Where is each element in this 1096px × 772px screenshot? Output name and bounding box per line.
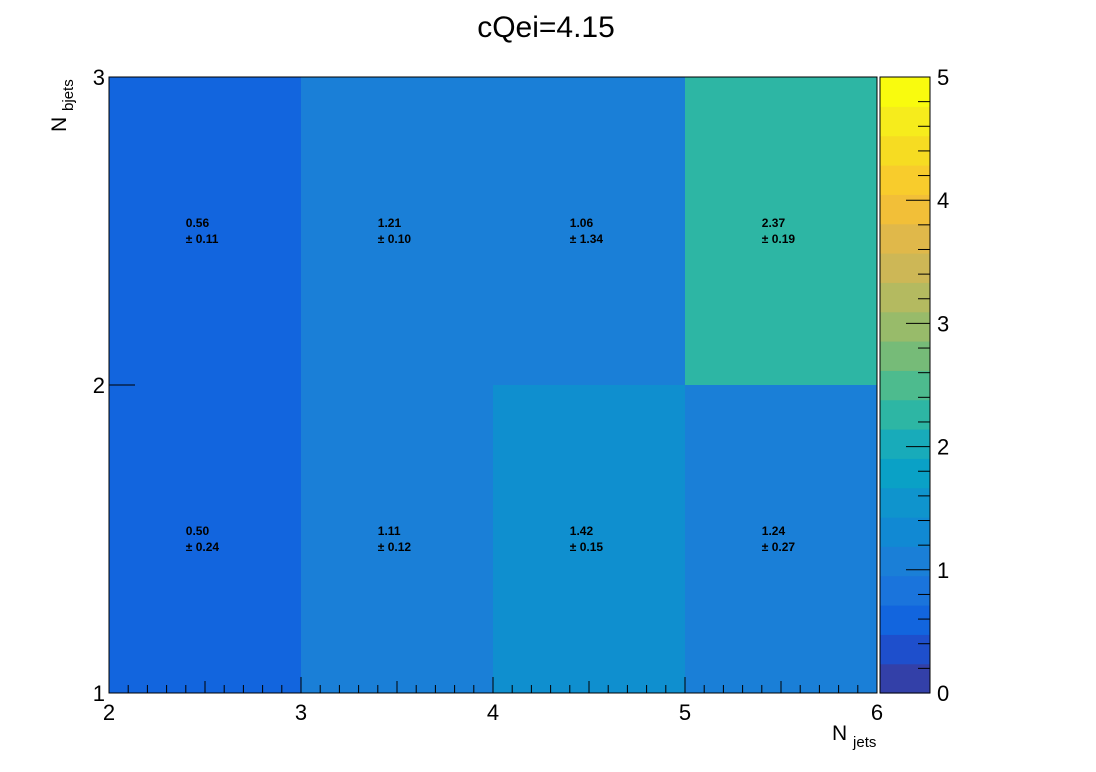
cell-error-label: ± 0.24 [186,540,220,554]
y-tick-label: 1 [93,681,105,706]
cell-value-label: 1.42 [570,524,594,538]
x-axis-label: N jets [832,722,876,751]
color-scale-swatch [880,429,930,459]
heatmap-cell [301,385,493,693]
color-scale-swatch [880,253,930,283]
cell-error-label: ± 1.34 [570,232,604,246]
color-scale-swatch [880,487,930,518]
heatmap-cell [493,77,685,385]
color-scale-tick-label: 3 [937,311,949,336]
cell-value-label: 0.56 [186,216,210,230]
color-scale-swatch [880,399,930,430]
x-tick-label: 4 [487,700,499,725]
x-axis-label-main: N [832,722,847,745]
y-tick-label: 2 [93,373,105,398]
color-scale-tick-label: 5 [937,65,949,90]
cell-value-label: 1.11 [378,524,401,538]
color-scale-tick-label: 2 [937,435,949,460]
cell-error-label: ± 0.19 [762,232,796,246]
color-scale-swatch [880,282,930,313]
heatmap-cell [493,385,685,693]
color-scale-swatch [880,194,930,225]
color-scale-tick-label: 1 [937,558,949,583]
color-scale-swatch [880,546,930,577]
color-scale-swatch [880,311,930,342]
color-scale-swatch [880,575,930,606]
y-axis-label-sub: bjets [60,79,77,111]
color-scale-swatch [880,517,930,547]
y-axis-label-main: N [48,117,71,132]
heatmap-cell [685,385,877,693]
color-scale-swatch [880,370,930,401]
color-scale-swatch [880,223,930,254]
color-scale-tick-label: 0 [937,681,949,706]
x-tick-label: 2 [103,700,115,725]
cell-value-label: 2.37 [762,216,786,230]
color-scale-swatch [880,458,930,489]
cell-error-label: ± 0.15 [570,540,604,554]
x-tick-label: 5 [679,700,691,725]
heatmap-cell [301,77,493,385]
y-tick-label: 3 [93,65,105,90]
color-scale-swatch [880,106,930,137]
cell-error-label: ± 0.12 [378,540,412,554]
y-axis-label: N bjets [48,79,77,132]
heatmap-cell [685,77,877,385]
color-scale-frame [879,76,931,694]
chart-title: cQei=4.15 [477,11,615,44]
color-scale-tick-label: 4 [937,188,949,213]
color-scale-swatch [880,634,930,665]
color-scale-swatch [880,165,930,195]
color-scale-swatch [880,341,930,371]
x-tick-label: 6 [871,700,883,725]
cell-value-label: 1.21 [378,216,402,230]
x-axis-label-sub: jets [852,734,876,751]
cell-error-label: ± 0.27 [762,540,796,554]
cell-error-label: ± 0.10 [378,232,412,246]
heatmap-cell [109,385,301,693]
cell-error-label: ± 0.11 [186,232,219,246]
x-tick-label: 3 [295,700,307,725]
color-scale-swatch [880,77,930,107]
color-scale-swatch [880,605,930,635]
heatmap-cells [109,77,877,693]
cell-value-label: 1.06 [570,216,594,230]
cell-value-label: 0.50 [186,524,210,538]
cell-value-label: 1.24 [762,524,786,538]
heatmap-cell [109,77,301,385]
heatmap-cell-labels: 0.50 ± 0.24 1.11 ± 0.12 1.42 ± 0.15 1.24 ± 0.27… [186,216,796,554]
color-scale-bar: 0 1 2 3 4 5 [879,65,949,706]
